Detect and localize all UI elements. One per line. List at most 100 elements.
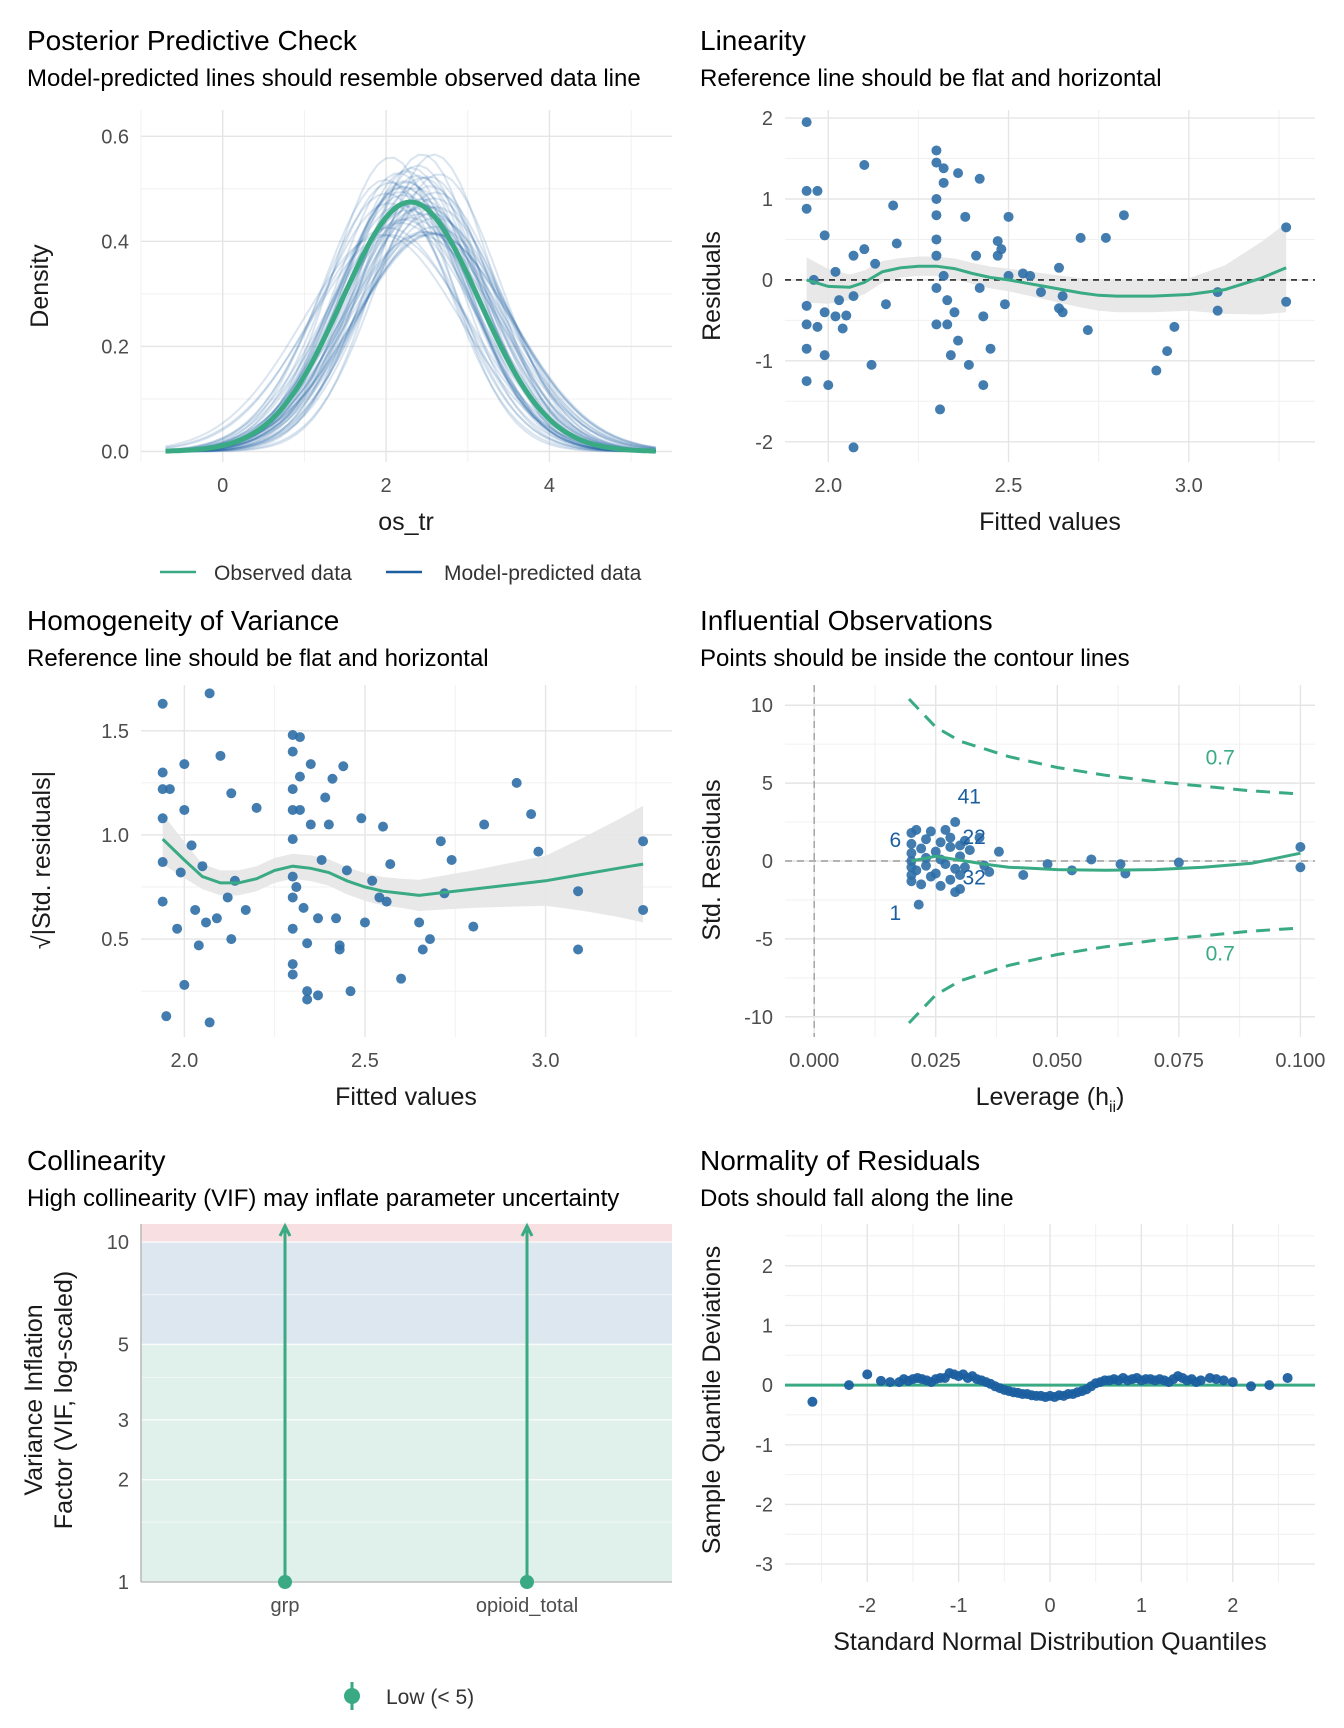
residual-point: [830, 311, 841, 322]
y-tick-label: 0.0: [101, 441, 129, 463]
quantile-point: [1227, 1377, 1238, 1388]
y-tick-label: 3: [118, 1410, 129, 1432]
predicted-density-line: [165, 205, 656, 453]
leverage-point: [921, 860, 932, 871]
panel-subtitle: High collinearity (VIF) may inflate para…: [27, 1185, 619, 1212]
residual-point: [1054, 262, 1065, 273]
vif-high-zone: [141, 1224, 672, 1243]
residual-point: [1212, 305, 1223, 316]
residual-point: [240, 904, 251, 915]
residual-point: [1100, 232, 1111, 243]
confidence-band: [162, 805, 644, 923]
panel-linearity: Linearity Reference line should be flat a…: [698, 25, 1315, 536]
residual-point: [823, 380, 834, 391]
residual-point: [1281, 222, 1292, 233]
residual-point: [880, 299, 891, 310]
leverage-point: [1173, 857, 1184, 868]
x-tick-label: 2: [1227, 1595, 1238, 1617]
residual-point: [157, 784, 168, 795]
y-tick-label: 2: [762, 108, 773, 130]
leverage-point: [911, 824, 922, 835]
residual-point: [468, 921, 479, 932]
residual-point: [819, 307, 830, 318]
residual-point: [573, 944, 584, 955]
residual-point: [1057, 307, 1068, 318]
residual-point: [953, 335, 964, 346]
legend-key-low-point: [344, 1688, 360, 1704]
residual-point: [801, 319, 812, 330]
residual-point: [938, 177, 949, 188]
panel-subtitle: Reference line should be flat and horizo…: [27, 645, 489, 672]
vif-legend: Low (< 5): [344, 1682, 474, 1710]
quantile-point: [1218, 1375, 1229, 1386]
vif-interval-arrow: [278, 1222, 292, 1237]
residual-point: [157, 813, 168, 824]
residual-point: [819, 230, 830, 241]
quantile-point: [862, 1369, 873, 1380]
residual-point: [859, 160, 870, 171]
residual-point: [953, 168, 964, 179]
residual-point: [801, 343, 812, 354]
residual-point: [931, 283, 942, 294]
leverage-point: [935, 880, 946, 891]
residual-point: [287, 784, 298, 795]
residual-point: [204, 1017, 215, 1028]
y-axis-label: Residuals: [698, 231, 726, 341]
panel-homogeneity: Homogeneity of Variance Reference line sh…: [27, 605, 672, 1111]
residual-point: [938, 163, 949, 174]
leverage-point: [906, 848, 917, 859]
panel-title: Normality of Residuals: [700, 1145, 980, 1176]
leverage-point: [945, 832, 956, 843]
residual-point: [992, 236, 1003, 247]
legend-label-observed: Observed data: [214, 562, 352, 585]
residual-point: [949, 307, 960, 318]
vif-point: [278, 1575, 292, 1589]
residual-point: [812, 185, 823, 196]
residual-point: [251, 802, 262, 813]
residual-point: [294, 771, 305, 782]
observation-label: 6: [890, 829, 902, 852]
predicted-density-line: [165, 216, 656, 452]
y-tick-label: -1: [755, 351, 773, 373]
residual-point: [211, 913, 222, 924]
observation-label: 1: [890, 902, 902, 925]
y-tick-label: -10: [744, 1007, 773, 1029]
residual-point: [526, 809, 537, 820]
observed-density-line: [165, 199, 656, 454]
vif-low-zone: [141, 1344, 672, 1582]
y-tick-label: 0: [762, 270, 773, 292]
leverage-point: [916, 843, 927, 854]
loess-line: [161, 838, 644, 897]
residual-point: [971, 250, 982, 261]
residual-point: [157, 767, 168, 778]
residual-point: [931, 194, 942, 205]
confidence-band: [806, 223, 1287, 315]
vif-moderate-zone: [141, 1242, 672, 1345]
y-tick-label: 5: [762, 773, 773, 795]
predicted-density-line: [165, 181, 656, 453]
y-tick-label: 5: [118, 1334, 129, 1356]
residual-point: [302, 938, 313, 949]
y-tick-label: 10: [751, 695, 773, 717]
leverage-point: [945, 874, 956, 885]
residual-point: [801, 117, 812, 128]
residual-point: [179, 759, 190, 770]
residual-point: [945, 350, 956, 361]
panel-title: Posterior Predictive Check: [27, 25, 358, 56]
residual-point: [327, 773, 338, 784]
panel-title: Homogeneity of Variance: [27, 605, 339, 636]
residual-point: [172, 923, 183, 934]
residual-point: [834, 295, 845, 306]
residual-point: [287, 969, 298, 980]
x-axis-label: Fitted values: [979, 508, 1121, 536]
residual-point: [511, 777, 522, 788]
residual-point: [320, 792, 331, 803]
quantile-point: [1195, 1375, 1206, 1386]
residual-point: [287, 804, 298, 815]
x-axis-label-main: Leverage (h: [976, 1083, 1109, 1111]
residual-point: [931, 319, 942, 330]
y-tick-label: -3: [755, 1554, 773, 1576]
residual-point: [1035, 287, 1046, 298]
predicted-density-line: [165, 174, 656, 453]
residual-point: [381, 896, 392, 907]
